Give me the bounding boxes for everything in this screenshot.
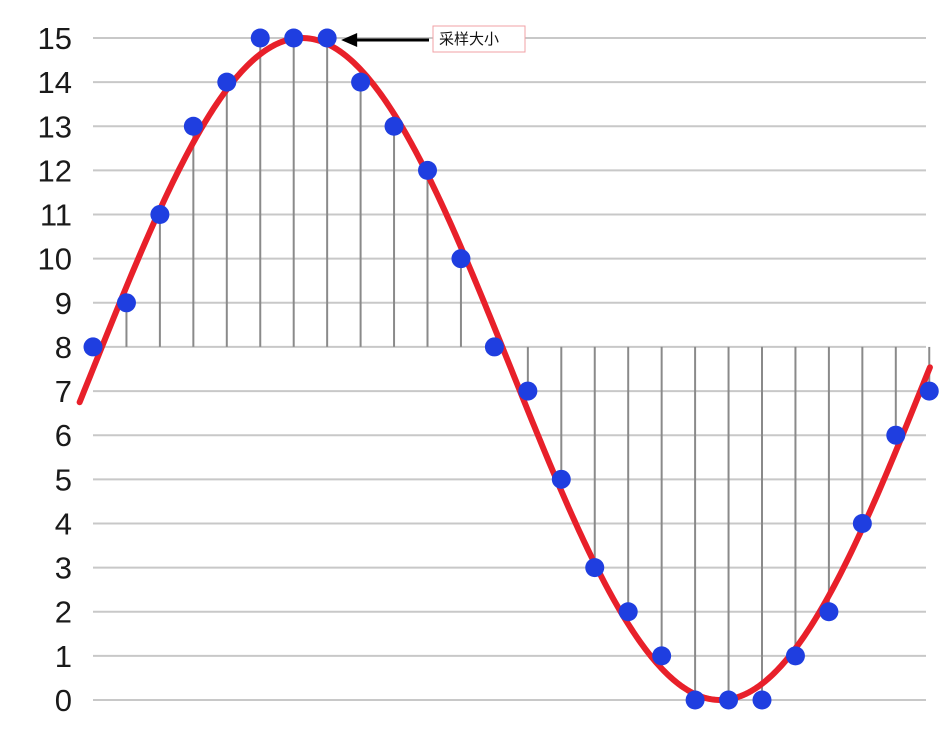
sample-point-12 bbox=[484, 337, 504, 357]
sample-point-6 bbox=[284, 28, 304, 48]
y-tick-label-12: 12 bbox=[38, 153, 72, 188]
y-tick-label-8: 8 bbox=[55, 330, 72, 365]
sample-point-23 bbox=[852, 513, 872, 533]
sample-point-16 bbox=[618, 602, 638, 622]
y-tick-label-14: 14 bbox=[38, 65, 72, 100]
sample-point-15 bbox=[585, 558, 605, 578]
analog-signal-curve bbox=[76, 35, 933, 703]
annotation: 采样大小 bbox=[341, 25, 526, 53]
y-tick-label-13: 13 bbox=[38, 109, 72, 144]
y-tick-label-11: 11 bbox=[40, 198, 72, 233]
sample-point-24 bbox=[886, 425, 906, 445]
sample-point-0 bbox=[83, 337, 103, 357]
y-tick-label-5: 5 bbox=[55, 462, 72, 497]
y-tick-label-10: 10 bbox=[38, 242, 72, 277]
sample-point-21 bbox=[785, 646, 805, 666]
grid-lines bbox=[93, 37, 926, 701]
sample-point-13 bbox=[518, 381, 538, 401]
y-tick-label-0: 0 bbox=[55, 683, 72, 718]
y-tick-label-15: 15 bbox=[38, 21, 72, 56]
sample-point-2 bbox=[150, 205, 170, 225]
annotation-label: 采样大小 bbox=[439, 30, 499, 48]
y-tick-label-4: 4 bbox=[55, 506, 72, 541]
y-tick-label-3: 3 bbox=[55, 551, 72, 586]
annotation-box bbox=[432, 25, 526, 53]
y-tick-label-9: 9 bbox=[55, 286, 72, 321]
annotation-arrowhead bbox=[341, 33, 358, 47]
sample-points bbox=[83, 28, 939, 710]
sample-point-1 bbox=[116, 293, 136, 313]
y-tick-label-6: 6 bbox=[55, 418, 72, 453]
sample-point-11 bbox=[451, 249, 471, 269]
sample-point-8 bbox=[351, 72, 371, 92]
sample-point-25 bbox=[919, 381, 939, 401]
sample-point-22 bbox=[819, 602, 839, 622]
sample-point-5 bbox=[250, 28, 270, 48]
sample-point-9 bbox=[384, 116, 404, 136]
y-tick-label-2: 2 bbox=[55, 595, 72, 630]
sample-point-19 bbox=[719, 690, 739, 710]
sample-point-4 bbox=[217, 72, 237, 92]
sample-point-17 bbox=[652, 646, 672, 666]
sample-point-20 bbox=[752, 690, 772, 710]
sample-point-3 bbox=[183, 116, 203, 136]
sample-stems bbox=[125, 38, 931, 700]
sample-point-10 bbox=[418, 160, 437, 180]
sample-point-18 bbox=[685, 690, 705, 710]
sample-point-7 bbox=[317, 28, 337, 48]
y-tick-label-7: 7 bbox=[55, 374, 72, 409]
y-tick-label-1: 1 bbox=[55, 639, 72, 674]
sample-point-14 bbox=[551, 469, 571, 489]
